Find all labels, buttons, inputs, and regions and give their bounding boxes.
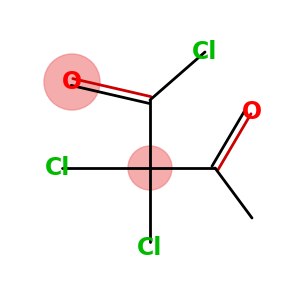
Text: O: O (242, 100, 262, 124)
Text: Cl: Cl (192, 40, 218, 64)
Circle shape (128, 146, 172, 190)
Circle shape (44, 54, 100, 110)
Text: O: O (62, 70, 82, 94)
Text: Cl: Cl (137, 236, 163, 260)
Text: Cl: Cl (45, 156, 71, 180)
